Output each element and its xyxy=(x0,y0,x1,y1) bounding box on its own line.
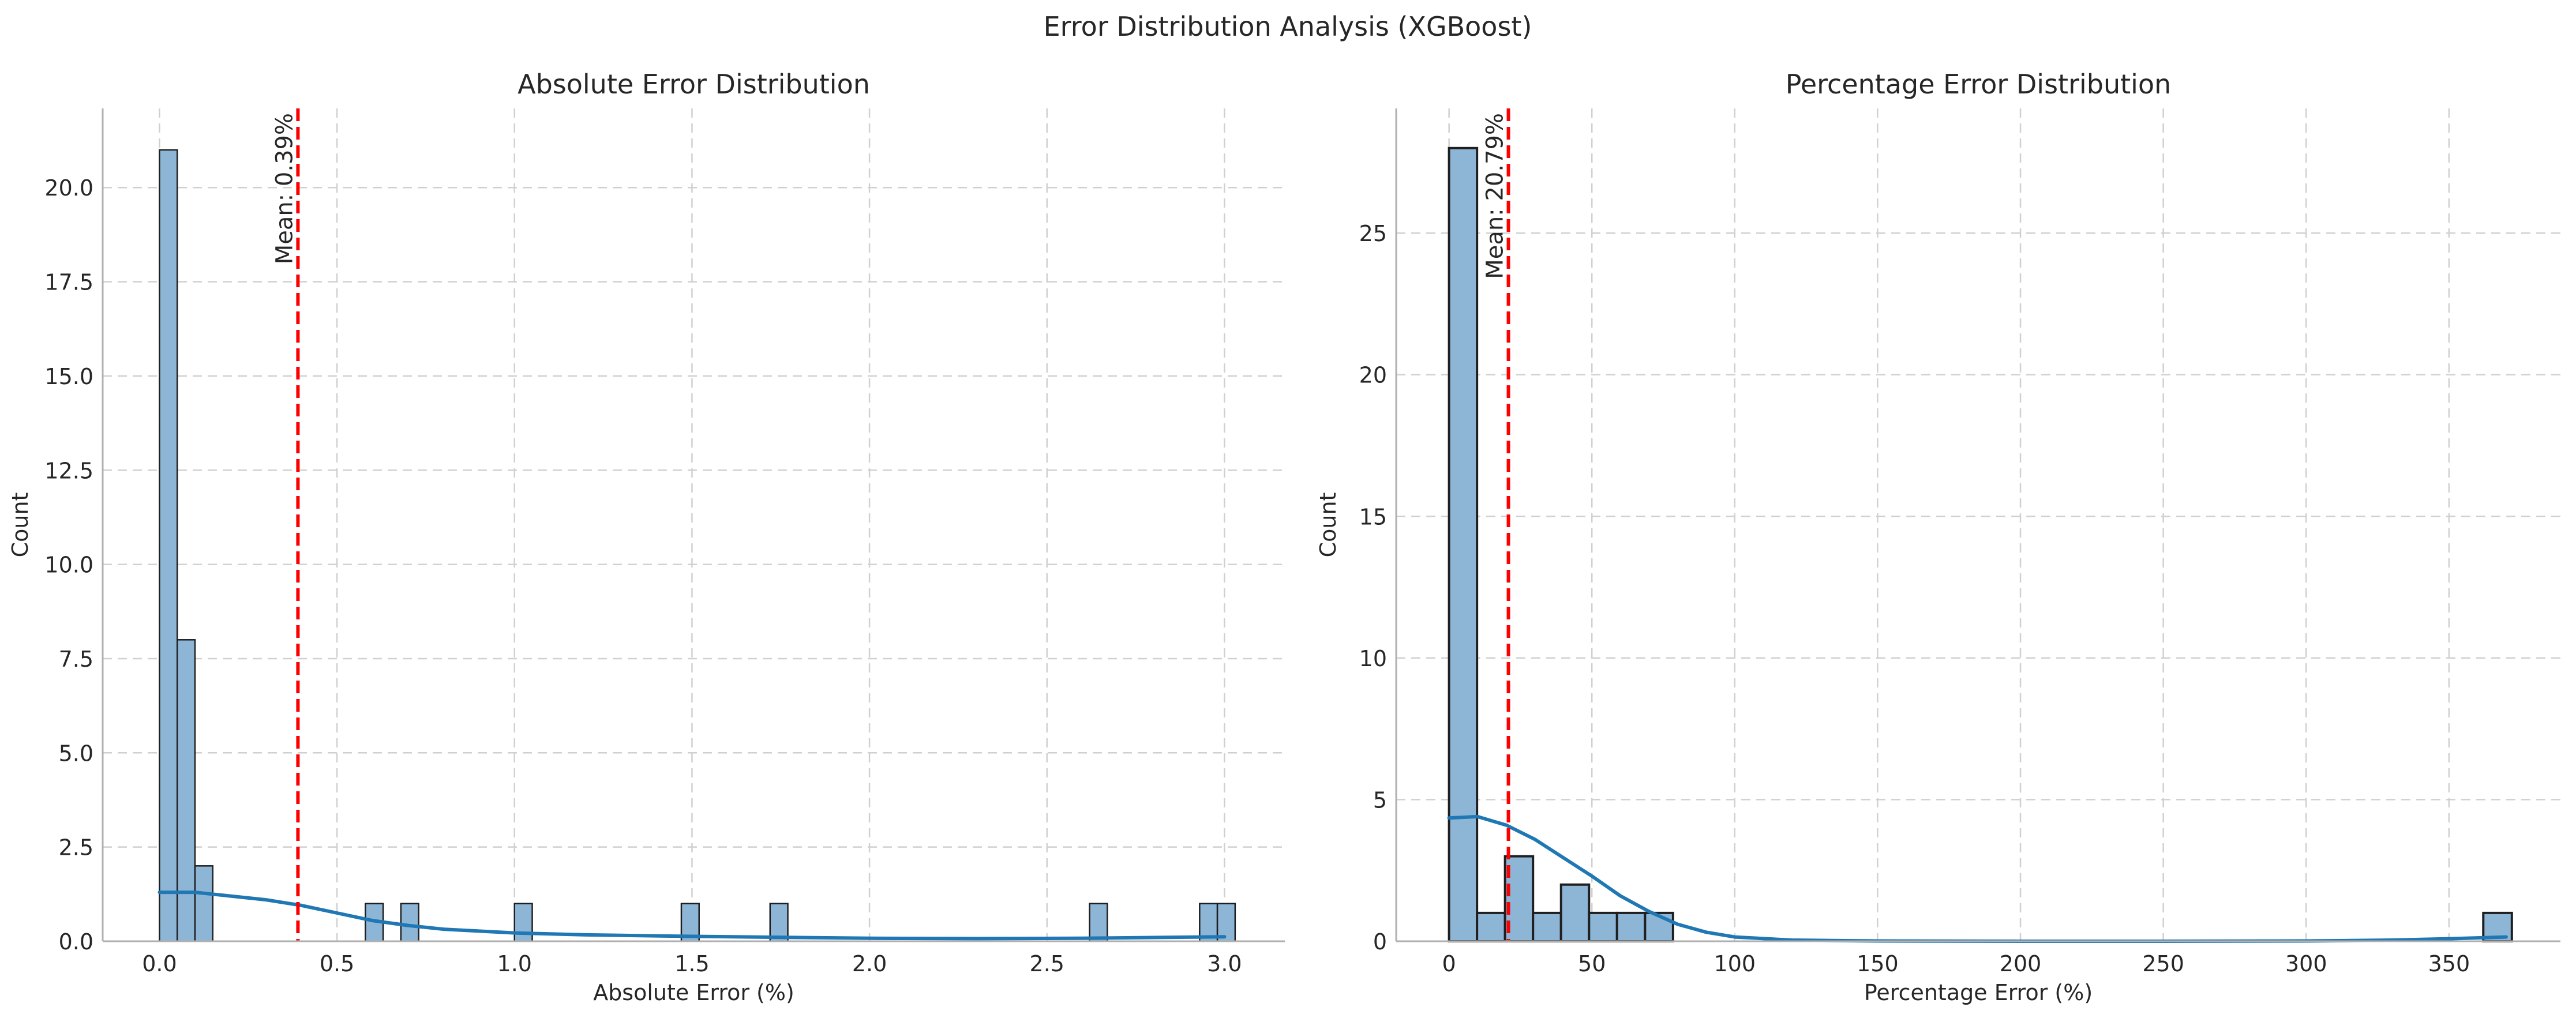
x-tick-label: 150 xyxy=(1857,951,1899,976)
y-tick-label: 0 xyxy=(1373,929,1387,955)
histogram-bar xyxy=(1089,903,1108,942)
histogram-bar xyxy=(400,903,419,942)
y-tick-label: 17.5 xyxy=(44,270,93,295)
x-tick-label: 2.5 xyxy=(1030,951,1064,976)
mean-label: Mean: 20.79% xyxy=(1482,113,1509,279)
y-tick-label: 20 xyxy=(1359,363,1387,388)
mean-label: Mean: 0.39% xyxy=(271,113,298,264)
kde-curve xyxy=(158,891,1227,941)
y-tick-label: 10.0 xyxy=(44,553,93,578)
chart-title: Percentage Error Distribution xyxy=(1786,69,2172,100)
chart-title: Absolute Error Distribution xyxy=(518,69,870,100)
histogram-bar xyxy=(1476,911,1506,943)
x-axis-label: Absolute Error (%) xyxy=(593,980,794,1005)
x-tick-label: 50 xyxy=(1578,951,1606,976)
x-tick-label: 300 xyxy=(2285,951,2327,976)
histogram-bar xyxy=(1216,903,1236,942)
x-tick-label: 250 xyxy=(2142,951,2184,976)
y-tick-label: 12.5 xyxy=(44,458,93,483)
x-tick-label: 100 xyxy=(1714,951,1756,976)
x-tick-label: 350 xyxy=(2428,951,2470,976)
histogram-bar xyxy=(1199,903,1218,942)
x-axis-label: Percentage Error (%) xyxy=(1864,980,2093,1005)
histogram-bar xyxy=(1448,146,1479,942)
y-axis-label: Count xyxy=(8,493,33,558)
y-axis-label: Count xyxy=(1315,493,1341,558)
absolute-error-panel: Mean: 0.39% 0.0 0.5 1.0 1.5 2.0 2.5 3.0 0.0 2.5 5.… xyxy=(8,69,1285,1005)
y-tick-label: 25 xyxy=(1359,221,1387,246)
y-tick-label: 7.5 xyxy=(59,647,93,672)
histogram-bar xyxy=(1532,911,1562,943)
x-tick-label: 3.0 xyxy=(1207,951,1242,976)
y-tick-label: 2.5 xyxy=(59,835,93,861)
x-tick-label: 0.5 xyxy=(320,951,354,976)
percentage-error-panel: Mean: 20.79% 0 50 100 150 200 250 300 350 0 5 10 15 2… xyxy=(1315,69,2560,1005)
y-tick-label: 10 xyxy=(1359,646,1387,671)
x-tick-label: 200 xyxy=(2000,951,2042,976)
x-tick-label: 1.0 xyxy=(497,951,532,976)
y-tick-label: 15.0 xyxy=(44,364,93,389)
y-tick-label: 5 xyxy=(1373,787,1387,813)
histogram-bar xyxy=(1588,911,1618,943)
y-tick-label: 20.0 xyxy=(44,175,93,201)
histogram-bar xyxy=(159,149,178,942)
y-tick-label: 5.0 xyxy=(59,741,93,766)
y-tick-label: 15 xyxy=(1359,504,1387,529)
histogram-bar xyxy=(1615,911,1647,943)
figure-title: Error Distribution Analysis (XGBoost) xyxy=(1044,11,1532,42)
histogram-bar xyxy=(1559,883,1591,942)
histogram-bar xyxy=(194,865,213,942)
x-tick-label: 0.0 xyxy=(142,951,177,976)
x-tick-label: 0 xyxy=(1442,951,1456,976)
x-tick-label: 2.0 xyxy=(852,951,887,976)
histogram-bar xyxy=(513,903,533,942)
x-tick-label: 1.5 xyxy=(674,951,709,976)
histogram-bar xyxy=(176,639,196,942)
y-tick-label: 0.0 xyxy=(59,929,93,955)
